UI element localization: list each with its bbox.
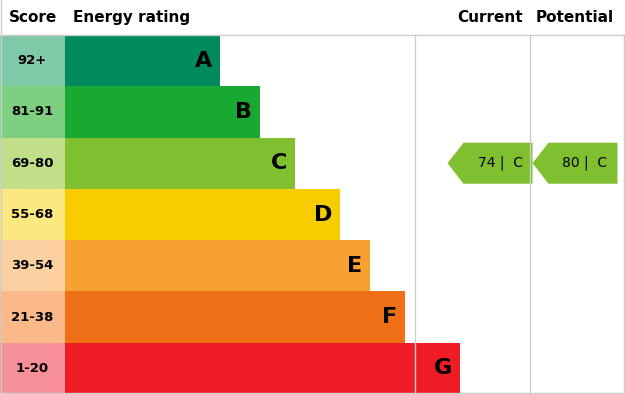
Bar [0,35,65,86]
Text: Score: Score [8,10,57,25]
Text: D: D [314,204,332,225]
Text: 1-20: 1-20 [16,362,49,375]
Text: G: G [434,359,452,378]
Polygon shape [532,143,618,184]
Bar [0,138,65,189]
Text: F: F [382,307,397,327]
Text: B: B [235,102,252,122]
Text: C: C [271,153,287,173]
Bar [0,343,65,394]
Text: 39-54: 39-54 [11,259,54,272]
Bar [65,240,370,292]
Bar [0,86,65,138]
Bar [65,35,220,86]
Text: Potential: Potential [536,10,614,25]
Bar [65,343,460,394]
Bar [65,189,340,240]
Text: 81-91: 81-91 [11,106,54,119]
Bar [65,138,295,189]
Text: 74 |  C: 74 | C [478,156,522,171]
Text: 92+: 92+ [18,54,47,67]
Text: 55-68: 55-68 [11,208,54,221]
Bar [0,292,65,343]
Bar [65,292,405,343]
Text: 21-38: 21-38 [11,310,54,323]
Text: 69-80: 69-80 [11,157,54,170]
Bar [0,189,65,240]
Bar [0,0,625,35]
Bar [65,86,260,138]
Text: Energy rating: Energy rating [73,10,190,25]
Text: 80 |  C: 80 | C [562,156,608,171]
Bar [0,240,65,292]
Text: E: E [347,256,362,276]
Text: Current: Current [458,10,522,25]
Text: A: A [195,51,212,71]
Polygon shape [448,143,532,184]
